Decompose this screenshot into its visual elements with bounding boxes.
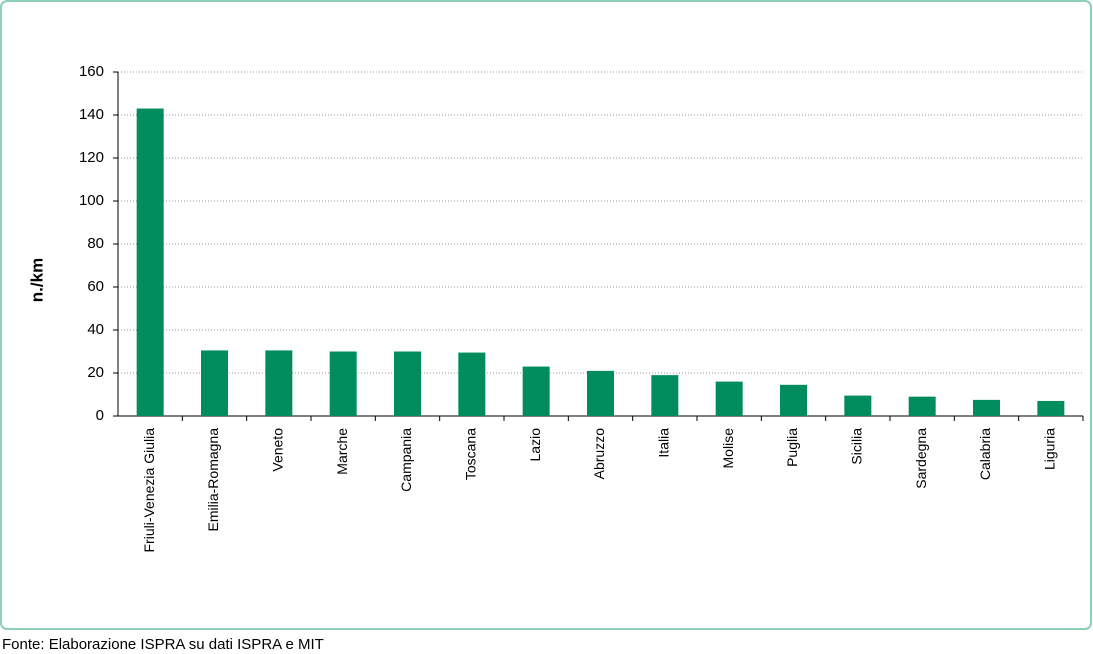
bar bbox=[973, 399, 1000, 416]
x-tick-label: Toscana bbox=[463, 428, 479, 480]
x-tick-label: Liguria bbox=[1042, 428, 1058, 470]
y-axis-label: n./km bbox=[27, 258, 46, 302]
source-note: Fonte: Elaborazione ISPRA su dati ISPRA … bbox=[2, 636, 324, 653]
bar bbox=[908, 396, 936, 416]
x-tick-label: Sardegna bbox=[913, 428, 929, 489]
x-tick-label: Calabria bbox=[977, 428, 993, 480]
bar bbox=[587, 370, 614, 416]
bar bbox=[329, 351, 357, 416]
x-tick-label: Veneto bbox=[270, 428, 286, 472]
bar bbox=[780, 384, 807, 416]
frame bbox=[0, 0, 1092, 630]
y-tick-label: 20 bbox=[87, 364, 104, 381]
x-tick-label: Abruzzo bbox=[591, 428, 607, 480]
bar bbox=[1037, 400, 1065, 416]
y-tick-label: 40 bbox=[87, 321, 104, 338]
y-tick-label: 100 bbox=[79, 192, 104, 209]
x-tick-label: Molise bbox=[720, 428, 736, 469]
x-tick-label: Italia bbox=[656, 428, 672, 458]
x-tick-label: Campania bbox=[398, 428, 414, 492]
x-tick-label: Marche bbox=[334, 428, 350, 475]
bar bbox=[651, 375, 679, 416]
y-tick-label: 60 bbox=[87, 278, 104, 295]
y-tick-label: 0 bbox=[96, 407, 104, 424]
y-tick-label: 140 bbox=[79, 106, 104, 123]
bar bbox=[201, 350, 228, 416]
bar bbox=[136, 108, 164, 417]
y-tick-label: 120 bbox=[79, 149, 104, 166]
bar bbox=[844, 395, 872, 416]
x-tick-label: Puglia bbox=[784, 428, 800, 467]
y-tick-label: 80 bbox=[87, 235, 104, 252]
bar bbox=[394, 351, 421, 416]
bar bbox=[522, 366, 550, 416]
bar bbox=[265, 350, 293, 416]
bar bbox=[458, 352, 486, 416]
x-tick-label: Lazio bbox=[527, 428, 543, 462]
bar bbox=[715, 381, 743, 416]
x-tick-label: Emilia-Romagna bbox=[205, 428, 221, 532]
x-tick-label: Sicilia bbox=[849, 428, 865, 465]
y-tick-label: 160 bbox=[79, 63, 104, 80]
x-tick-label: Friuli-Venezia Giulia bbox=[141, 428, 157, 553]
